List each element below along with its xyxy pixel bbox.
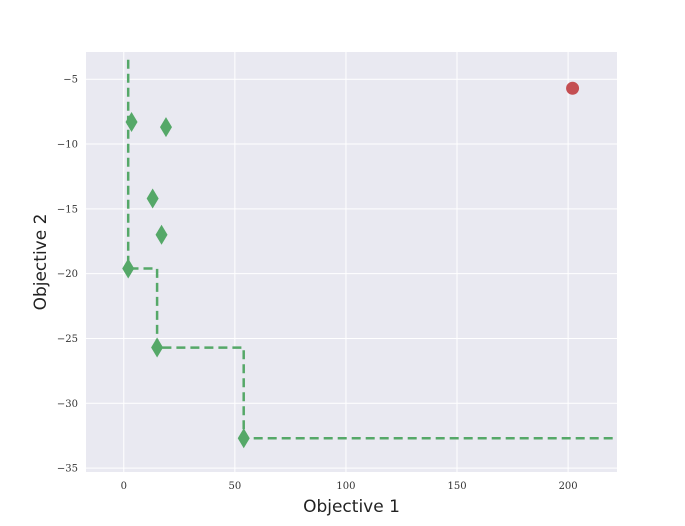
y-tick-label: −15 — [57, 204, 78, 215]
y-tick-label: −20 — [57, 269, 78, 280]
plot-background — [86, 52, 617, 472]
x-tick-labels: 0 50 100 150 200 — [121, 481, 578, 492]
y-tick-label: −35 — [57, 464, 78, 475]
grid — [86, 52, 617, 472]
diamond-point — [125, 112, 138, 132]
diamond-point — [237, 428, 250, 449]
y-tick-label: −30 — [57, 399, 78, 410]
x-axis-label: Objective 1 — [303, 497, 400, 517]
diamond-point — [146, 188, 159, 209]
reference-point — [566, 81, 580, 95]
y-tick-label: −10 — [57, 140, 78, 151]
diamond-point — [151, 337, 164, 358]
data-points — [122, 81, 580, 449]
diamond-point — [122, 258, 135, 279]
y-tick-label: −25 — [57, 334, 78, 345]
y-tick-label: −5 — [63, 75, 78, 86]
y-axis-label: Objective 2 — [31, 214, 51, 311]
x-tick-label: 150 — [447, 481, 466, 492]
diamond-point — [155, 224, 168, 245]
x-tick-label: 50 — [228, 481, 241, 492]
y-tick-labels: −5 −10 −15 −20 −25 −30 −35 — [57, 75, 78, 475]
x-tick-label: 200 — [559, 481, 578, 492]
x-tick-label: 0 — [121, 481, 127, 492]
x-tick-label: 100 — [336, 481, 355, 492]
diamond-point — [159, 117, 172, 138]
